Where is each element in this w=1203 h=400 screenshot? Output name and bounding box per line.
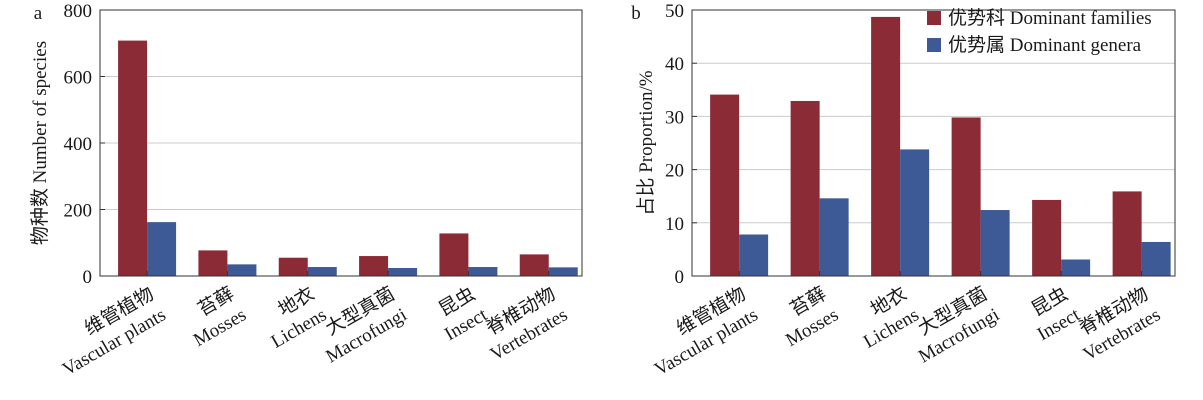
bar xyxy=(819,198,849,276)
bar xyxy=(198,250,228,276)
bar xyxy=(227,264,257,276)
bar xyxy=(1141,241,1171,276)
bar xyxy=(468,267,498,276)
bar xyxy=(118,40,148,277)
bar xyxy=(307,267,337,276)
bar xyxy=(1061,259,1091,276)
panel-letter: a xyxy=(34,3,43,24)
legend-swatch xyxy=(927,11,941,25)
y-tick-label: 600 xyxy=(64,68,93,89)
y-tick-label: 0 xyxy=(83,267,93,288)
y-tick-label: 0 xyxy=(675,267,685,288)
y-tick-label: 10 xyxy=(665,214,684,235)
legend: 优势科 Dominant families 优势属 Dominant genera xyxy=(927,7,1152,56)
y-tick-label: 50 xyxy=(665,1,684,22)
legend-label: 优势科 Dominant families xyxy=(948,7,1152,29)
bar xyxy=(439,233,469,276)
bar xyxy=(278,257,308,276)
bar xyxy=(871,16,901,276)
y-tick-label: 200 xyxy=(64,201,93,222)
bar xyxy=(388,268,418,276)
y-tick-label: 30 xyxy=(665,107,684,128)
y-axis-label: 物种数 Number of species xyxy=(29,41,51,245)
y-tick-label: 400 xyxy=(64,134,93,155)
bar xyxy=(548,267,578,276)
panel-letter: b xyxy=(631,3,641,24)
legend-swatch xyxy=(927,38,941,52)
bar xyxy=(147,222,177,276)
y-axis-label: 占比 Proportion/% xyxy=(635,70,657,215)
bar xyxy=(900,149,930,276)
y-tick-label: 40 xyxy=(665,54,684,75)
bar xyxy=(739,234,769,276)
bar xyxy=(1032,199,1062,276)
bar xyxy=(790,100,820,276)
y-tick-label: 800 xyxy=(64,1,93,22)
bar xyxy=(359,256,389,276)
bar xyxy=(1112,191,1142,276)
bar xyxy=(710,94,740,276)
y-tick-label: 20 xyxy=(665,161,684,182)
bar xyxy=(980,210,1010,276)
legend-label: 优势属 Dominant genera xyxy=(948,34,1142,56)
plot-frame xyxy=(691,9,1176,277)
bar xyxy=(519,254,549,276)
bar xyxy=(951,117,981,277)
